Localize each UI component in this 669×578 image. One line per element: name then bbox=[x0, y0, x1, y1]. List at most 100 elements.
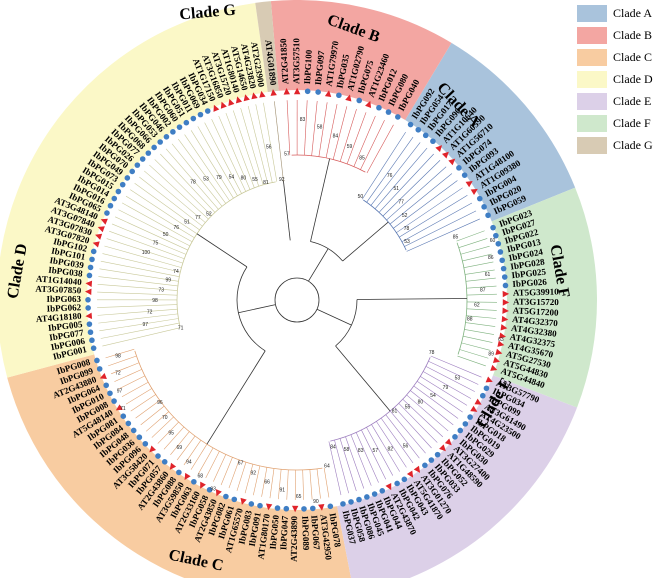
arabidopsis-marker bbox=[240, 497, 247, 505]
clade-stem bbox=[335, 345, 391, 412]
leaf-branch bbox=[361, 429, 387, 480]
ipomoea-marker bbox=[502, 282, 509, 289]
bootstrap-value: 51 bbox=[184, 219, 190, 225]
leaf-branch bbox=[304, 100, 308, 156]
bootstrap-value: 99 bbox=[166, 278, 172, 284]
bootstrap-value: 68 bbox=[197, 473, 203, 479]
leaf-branch bbox=[145, 411, 169, 432]
bootstrap-value: 92 bbox=[250, 471, 256, 477]
bootstrap-value: 79 bbox=[216, 175, 222, 181]
bootstrap-value: 56 bbox=[403, 443, 409, 449]
leaf-branch bbox=[125, 195, 195, 238]
bootstrap-value: 87 bbox=[480, 288, 486, 294]
bootstrap-value: 69 bbox=[176, 445, 182, 451]
leaf-branch bbox=[134, 182, 200, 231]
clade-sector-clade-e bbox=[336, 374, 578, 578]
leaf-branch bbox=[171, 143, 223, 207]
leaf-branch bbox=[466, 308, 497, 311]
leaf-branch bbox=[465, 269, 495, 275]
arabidopsis-marker bbox=[502, 307, 509, 314]
ipomoea-marker bbox=[176, 124, 183, 130]
arabidopsis-marker bbox=[502, 299, 510, 306]
bootstrap-value: 96 bbox=[157, 400, 163, 406]
ipomoea-marker bbox=[85, 305, 91, 311]
leaf-branch bbox=[371, 424, 400, 472]
arabidopsis-marker bbox=[84, 288, 92, 296]
ipomoea-marker bbox=[151, 144, 157, 151]
ipomoea-marker bbox=[340, 501, 346, 507]
clade-sector-clade-c bbox=[7, 354, 352, 578]
bootstrap-value: 77 bbox=[195, 215, 201, 221]
bootstrap-value: 55 bbox=[405, 405, 411, 411]
arabidopsis-marker bbox=[324, 90, 332, 98]
leaf-branch bbox=[154, 159, 212, 216]
bootstrap-value: 78 bbox=[404, 226, 410, 232]
ipomoea-marker bbox=[103, 382, 109, 389]
leaf-branch bbox=[135, 400, 160, 419]
leaf-branch bbox=[97, 308, 178, 316]
arabidopsis-marker bbox=[439, 444, 446, 452]
leaf-branch bbox=[386, 166, 447, 221]
bootstrap-value: 91 bbox=[280, 487, 286, 493]
bootstrap-value: 80 bbox=[241, 175, 247, 181]
ipomoea-marker bbox=[495, 240, 502, 247]
leaf-branch bbox=[402, 398, 444, 438]
ipomoea-marker bbox=[161, 459, 168, 465]
ipomoea-marker bbox=[87, 264, 94, 271]
leaf-branch bbox=[399, 195, 468, 238]
ipomoea-marker bbox=[134, 162, 141, 168]
ipomoea-marker bbox=[310, 505, 316, 512]
clade-sector-clade-d bbox=[0, 2, 268, 378]
leaf-branch bbox=[457, 355, 486, 367]
bootstrap-value: 95 bbox=[168, 430, 174, 436]
leaf-label: AT5G17200 bbox=[512, 305, 559, 317]
clade-backbone bbox=[291, 154, 366, 173]
arabidopsis-marker bbox=[95, 233, 103, 240]
arabidopsis-marker bbox=[270, 89, 277, 96]
leaf-branch bbox=[151, 416, 174, 438]
leaf-branch bbox=[462, 253, 492, 262]
leaf-branch bbox=[404, 210, 477, 247]
leaf-label: IbPG063 bbox=[46, 294, 81, 304]
leaf-branch bbox=[323, 467, 330, 498]
legend-swatch bbox=[577, 114, 607, 132]
ipomoea-marker bbox=[301, 506, 307, 512]
leaf-branch bbox=[413, 385, 459, 419]
leaf-branch bbox=[184, 134, 230, 201]
bootstrap-value: 63 bbox=[498, 337, 504, 343]
legend-item-clade-b: Clade B bbox=[577, 24, 669, 46]
leaf-label: IbPG025 bbox=[511, 267, 547, 281]
bootstrap-value: 78 bbox=[429, 350, 435, 356]
leaf-branch bbox=[316, 468, 321, 499]
leaf-branch bbox=[465, 277, 496, 282]
bootstrap-value: 92 bbox=[279, 177, 285, 183]
ipomoea-marker bbox=[476, 195, 483, 202]
leaf-branch bbox=[334, 439, 349, 494]
bootstrap-value: 52 bbox=[402, 213, 408, 219]
bootstrap-value: 86 bbox=[488, 255, 494, 261]
legend-label: Clade B bbox=[613, 27, 652, 42]
ipomoea-marker bbox=[422, 132, 429, 139]
clade-stem bbox=[356, 298, 467, 300]
leaf-branch bbox=[406, 394, 449, 432]
bootstrap-value: 55 bbox=[252, 177, 258, 183]
ipomoea-marker bbox=[129, 168, 136, 175]
ipomoea-marker bbox=[85, 297, 91, 303]
leaf-branch bbox=[213, 454, 227, 482]
leaf-branch bbox=[393, 180, 458, 229]
ipomoea-marker bbox=[415, 126, 422, 133]
ipomoea-marker bbox=[89, 337, 95, 344]
leaf-branch bbox=[99, 268, 179, 282]
ipomoea-marker bbox=[206, 487, 213, 493]
ipomoea-marker bbox=[430, 138, 436, 145]
ipomoea-marker bbox=[452, 434, 458, 440]
arabidopsis-marker bbox=[213, 104, 220, 112]
leaf-branch bbox=[160, 153, 216, 213]
clade-stem bbox=[310, 158, 331, 242]
bootstrap-value: 51 bbox=[393, 186, 399, 192]
leaf-label: AT5G39910 bbox=[513, 286, 560, 297]
leaf-branch bbox=[370, 142, 421, 206]
leaf-branch bbox=[170, 431, 190, 456]
leaf-branch bbox=[225, 112, 255, 188]
ipomoea-marker bbox=[107, 390, 113, 397]
